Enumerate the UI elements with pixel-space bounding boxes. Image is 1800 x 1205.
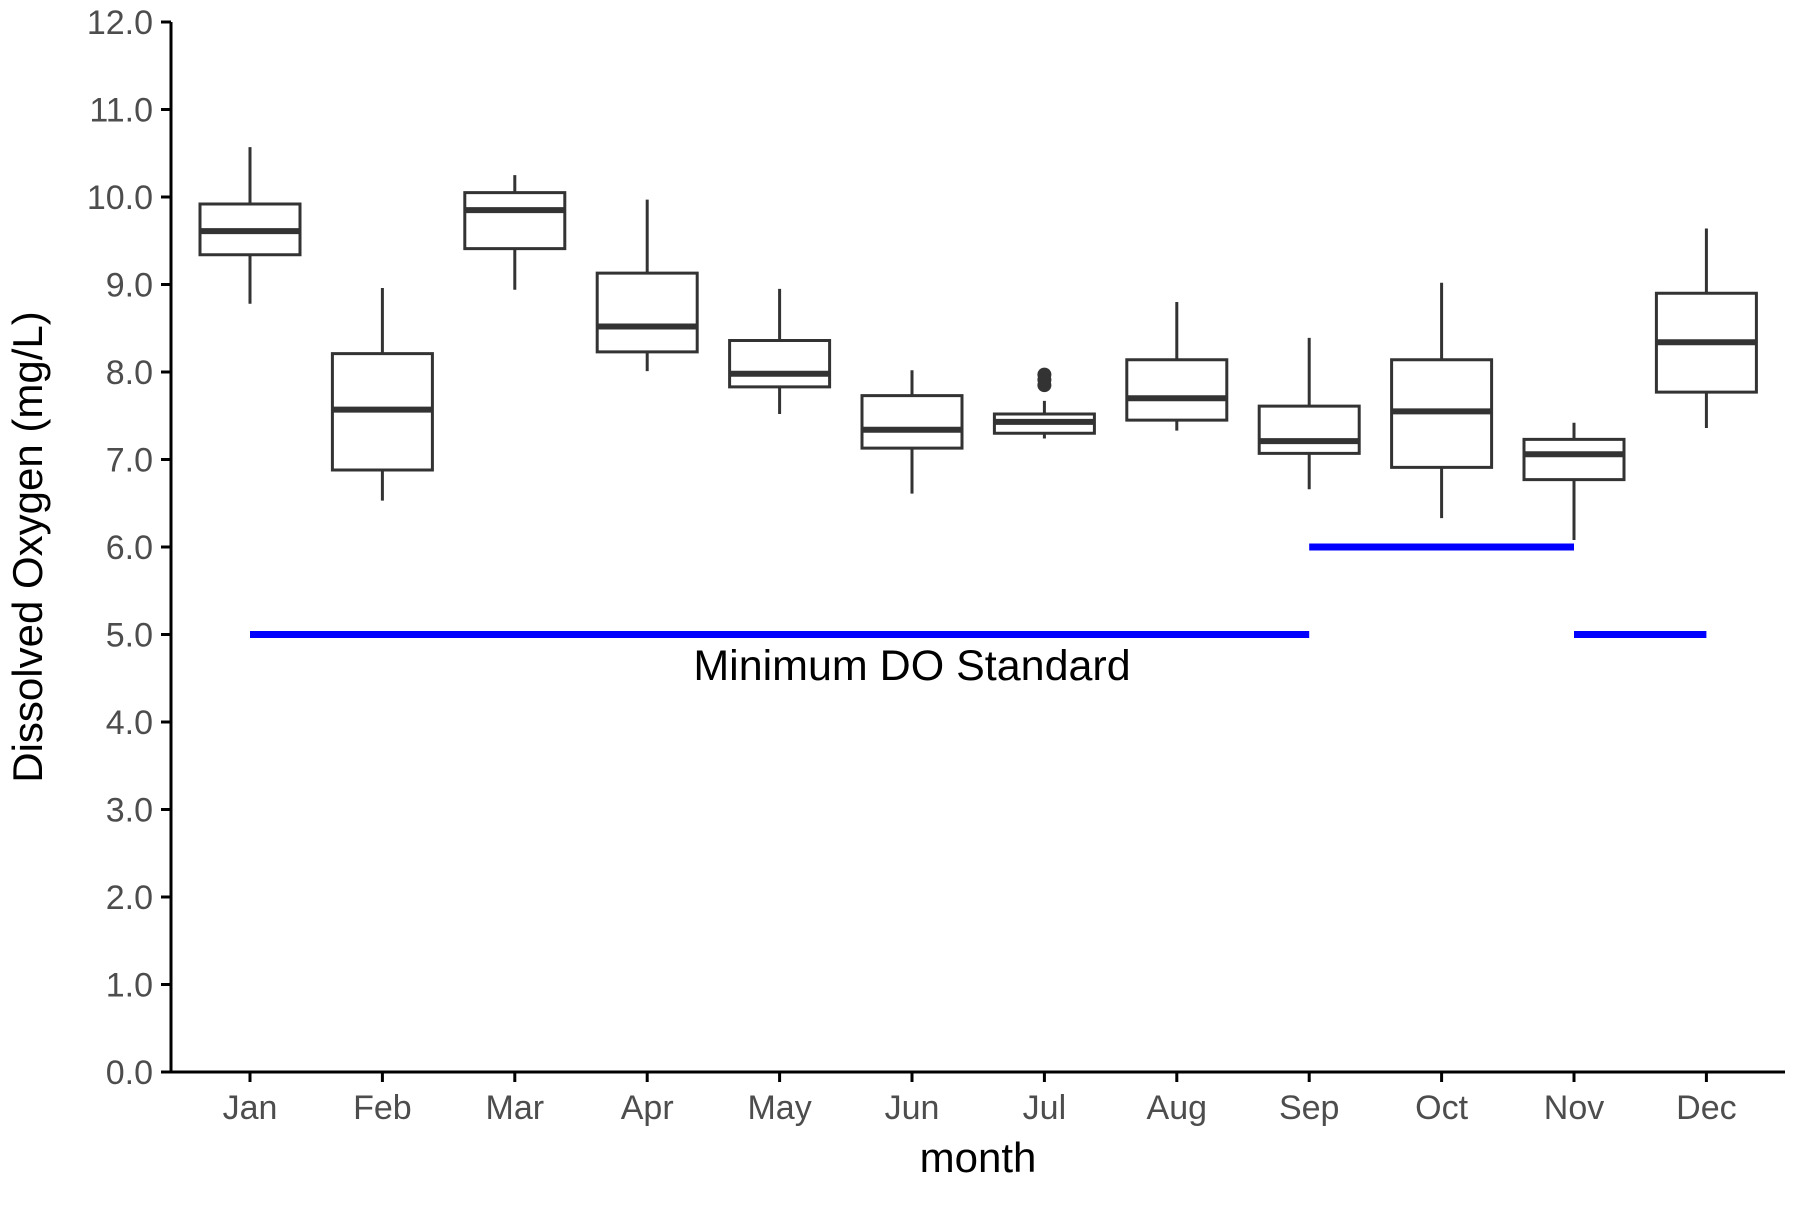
y-tick-label: 10.0	[87, 179, 153, 217]
box-rect-apr	[595, 271, 699, 354]
x-tick-label: Aug	[1147, 1089, 1208, 1127]
standard-annotation: Minimum DO Standard	[693, 642, 1130, 690]
y-tick-label: 1.0	[106, 967, 153, 1005]
x-tick-label: Nov	[1544, 1089, 1604, 1127]
outlier-point-jul-3	[1037, 367, 1052, 382]
y-tick-label: 11.0	[89, 92, 153, 130]
box-jun	[860, 370, 964, 494]
box-nov	[1522, 422, 1626, 540]
box-feb	[330, 288, 434, 501]
x-tick-label: Apr	[621, 1089, 674, 1127]
box-rect-mar	[463, 191, 567, 251]
x-tick-label: Sep	[1279, 1089, 1340, 1127]
y-tick-label: 3.0	[106, 792, 153, 830]
box-rect-jun	[860, 394, 964, 450]
standard-lines-group	[250, 543, 1707, 638]
x-tick-label: Jan	[223, 1089, 278, 1127]
y-ticks-group: 0.0 1.0 2.0 3.0 4.0 5.0 6.0 7.0 8.0 9.0 10.0 11.0 12…	[87, 4, 171, 1092]
y-tick-label: 7.0	[106, 442, 153, 480]
y-axis-title: Dissolved Oxygen (mg/L)	[4, 311, 51, 783]
x-ticks-group: Jan Feb Mar Apr May Jun Jul Aug Sep Oct Nov Dec	[223, 1072, 1737, 1127]
box-rect-may	[728, 339, 832, 389]
box-aug	[1125, 302, 1229, 431]
box-apr	[595, 199, 699, 372]
y-tick-label: 12.0	[87, 4, 153, 42]
x-tick-label: Oct	[1415, 1089, 1468, 1127]
box-jan	[198, 147, 302, 304]
y-tick-label: 6.0	[106, 529, 153, 567]
y-tick-label: 9.0	[106, 267, 153, 305]
box-may	[728, 288, 832, 414]
x-tick-label: Jul	[1023, 1089, 1066, 1127]
x-axis-title: month	[920, 1134, 1037, 1181]
y-tick-label: 8.0	[106, 354, 153, 392]
x-tick-label: Mar	[486, 1089, 545, 1127]
y-tick-label: 5.0	[106, 617, 153, 655]
y-tick-label: 0.0	[106, 1054, 153, 1092]
box-rect-aug	[1125, 358, 1229, 422]
box-sep	[1257, 337, 1361, 490]
box-rect-sep	[1257, 404, 1361, 455]
x-tick-label: Feb	[353, 1089, 412, 1127]
boxes-group	[198, 147, 1758, 540]
x-tick-label: May	[747, 1089, 811, 1127]
x-tick-label: Jun	[885, 1089, 940, 1127]
y-tick-label: 4.0	[106, 704, 153, 742]
box-jul	[992, 367, 1096, 439]
box-mar	[463, 175, 567, 290]
x-tick-label: Dec	[1676, 1089, 1736, 1127]
y-tick-label: 2.0	[106, 879, 153, 917]
box-dec	[1654, 228, 1758, 428]
box-rect-nov	[1522, 437, 1626, 482]
box-oct	[1390, 282, 1494, 519]
